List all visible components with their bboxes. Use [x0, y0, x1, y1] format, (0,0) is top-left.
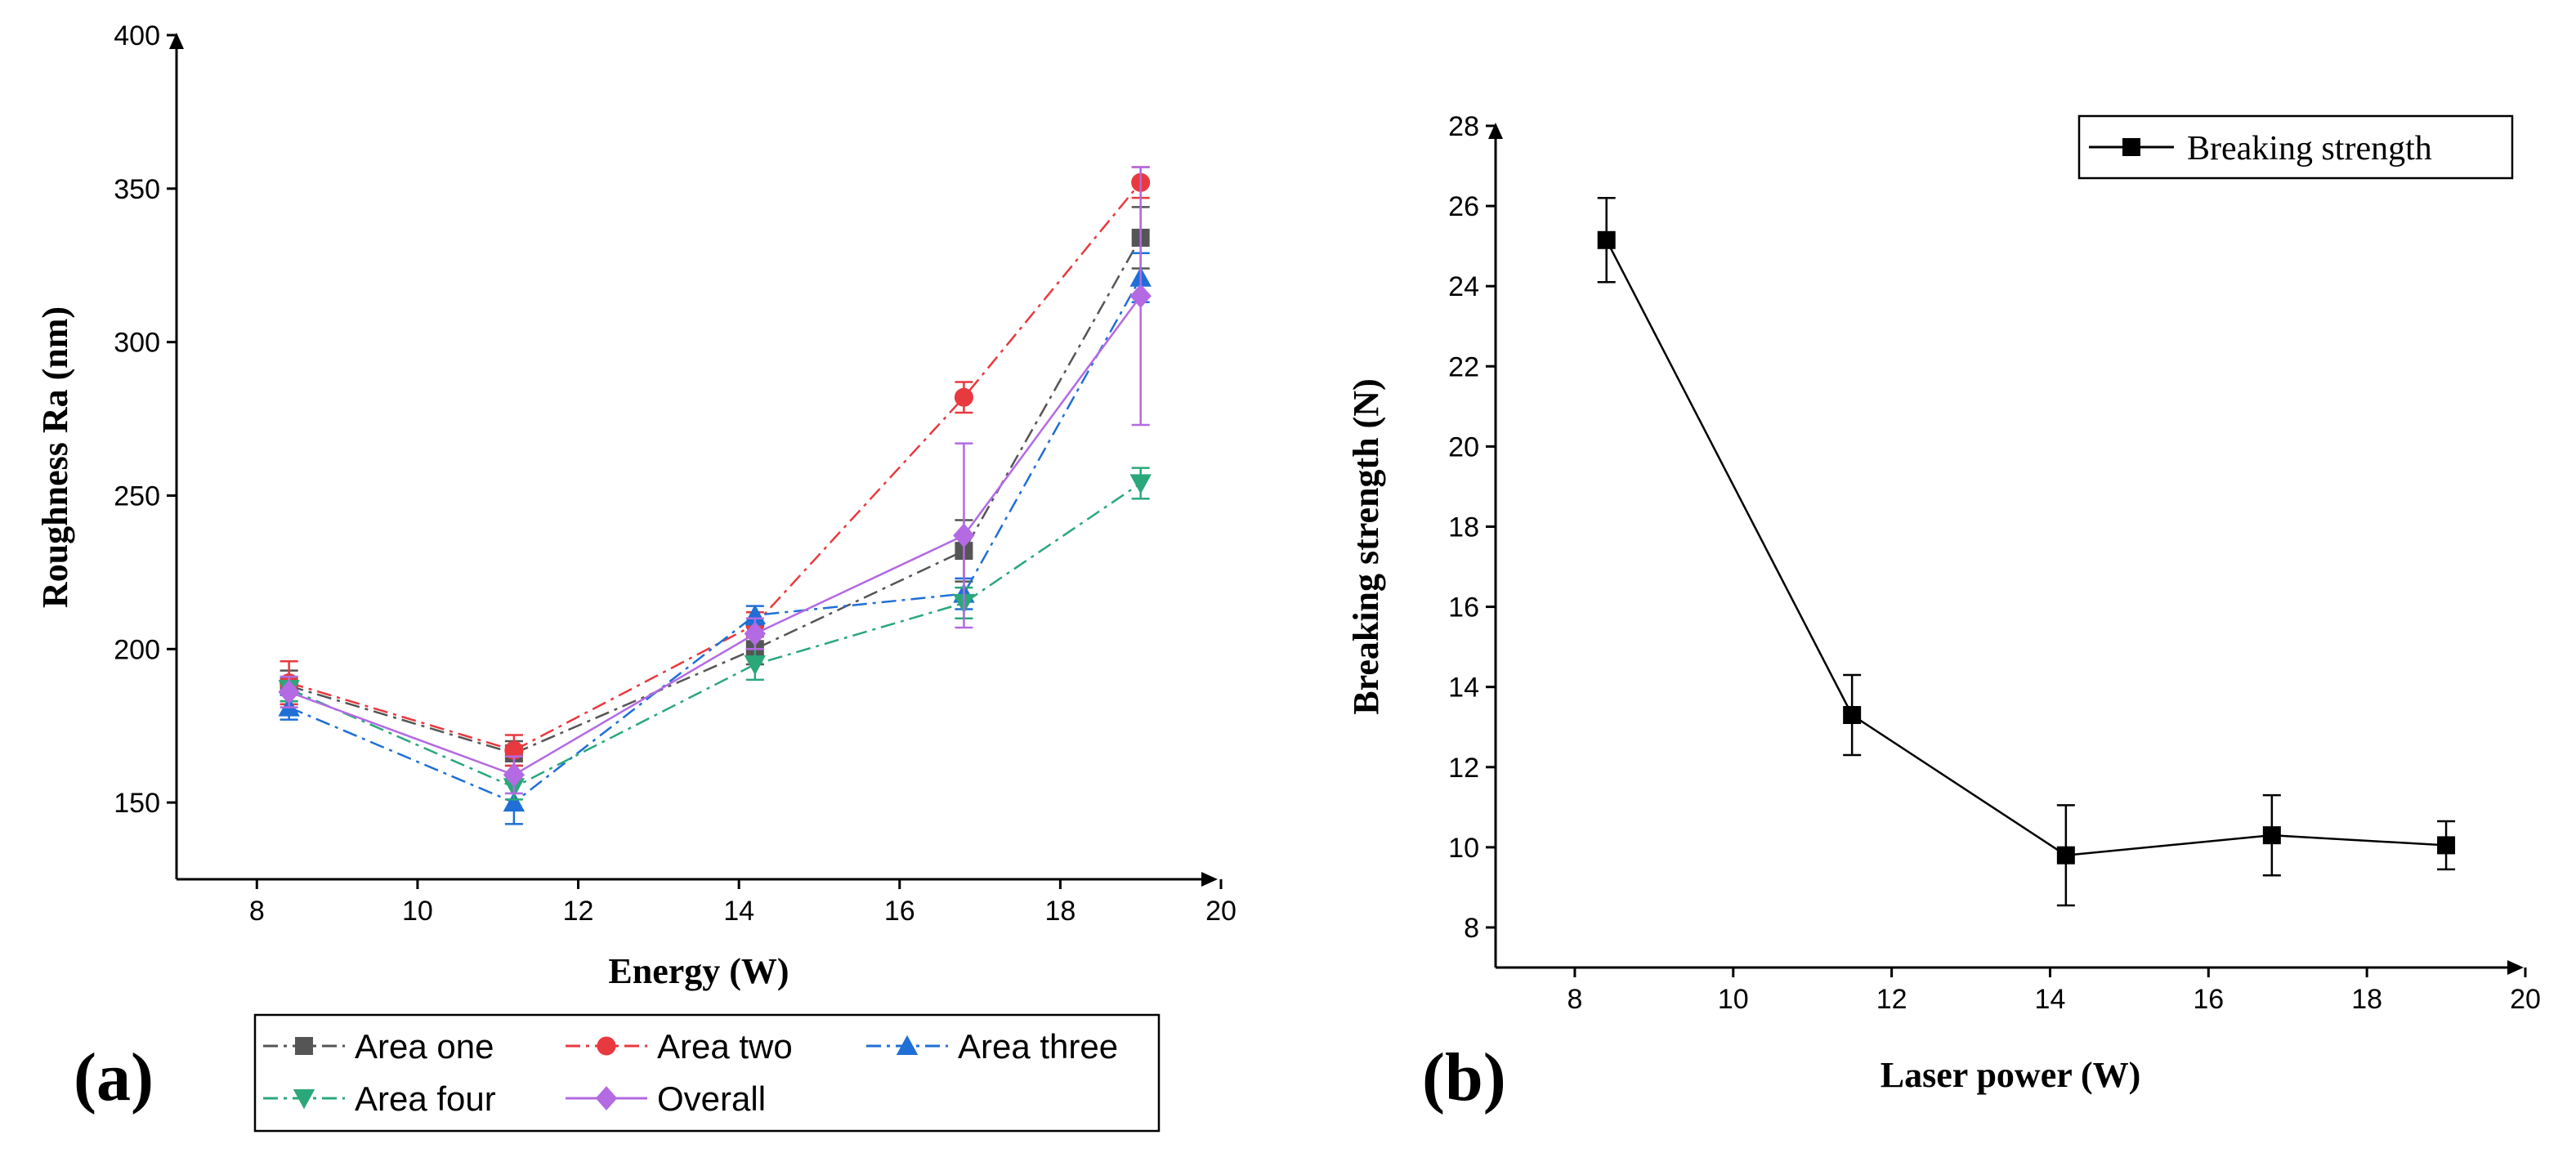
legend-item-area-one: Area one	[263, 1027, 494, 1066]
y-tick-label: 200	[114, 634, 160, 665]
legend-label: Area one	[355, 1027, 494, 1066]
x-tick-label: 14	[723, 896, 754, 927]
data-point	[1843, 706, 1862, 724]
series-area-three	[278, 252, 1152, 825]
panel-label: (a)	[74, 1039, 154, 1115]
chart-panel-b: 8 10 12 14 16 18 20 8 10 12 14 16 18 20 22 24 26 28 Laser …	[1346, 111, 2541, 1115]
x-axis-label: Energy (W)	[608, 951, 789, 991]
y-tick-label: 250	[114, 480, 160, 512]
data-point	[1597, 230, 1616, 249]
data-point	[744, 655, 767, 676]
x-tick-label: 10	[402, 896, 433, 927]
y-tick-label: 18	[1448, 512, 1479, 543]
y-tick-label: 8	[1464, 913, 1479, 944]
chart-panel-a: 8 10 12 14 16 18 20 150 200 250 300 350 400 Energy (W…	[35, 20, 1237, 1133]
x-tick-label: 8	[1567, 984, 1582, 1015]
legend-marker	[896, 1035, 919, 1055]
x-tick-label: 10	[1718, 984, 1749, 1015]
legend-label: Overall	[657, 1079, 766, 1118]
x-tick-label: 18	[1044, 896, 1076, 927]
y-axis-arrow	[169, 33, 184, 49]
legend-marker	[295, 1037, 313, 1055]
data-point	[503, 762, 525, 788]
legend-item-area-two: Area two	[566, 1027, 793, 1066]
series-line	[288, 482, 1142, 789]
x-tick-label: 18	[2351, 984, 2382, 1015]
data-point	[2437, 836, 2456, 855]
y-tick-label: 28	[1448, 111, 1479, 142]
x-axis-arrow	[2507, 960, 2524, 975]
legend-label: Area two	[657, 1027, 793, 1066]
series-line	[288, 237, 1142, 755]
x-axis-arrow	[1201, 872, 1218, 887]
x-tick-label: 16	[2193, 984, 2224, 1015]
y-tick-label: 24	[1448, 271, 1479, 302]
data-point	[278, 680, 300, 704]
y-tick-label: 400	[114, 20, 160, 51]
series-area-two	[280, 166, 1151, 767]
y-tick-label: 14	[1448, 673, 1479, 704]
series-breaking-strength	[1597, 197, 2456, 907]
legend-label: Area three	[958, 1027, 1118, 1066]
legend-item-breaking-strength: Breaking strength	[2089, 130, 2432, 168]
y-tick-label: 350	[114, 174, 160, 205]
x-tick-label: 16	[884, 896, 915, 927]
legend-label: Breaking strength	[2187, 130, 2432, 168]
y-tick-label: 10	[1448, 833, 1479, 864]
series-line	[288, 277, 1142, 804]
legend-marker	[2122, 138, 2140, 156]
data-point	[503, 791, 525, 812]
data-point	[1129, 474, 1152, 494]
data-point	[953, 523, 975, 548]
data-point	[504, 740, 524, 760]
series-overall	[278, 166, 1152, 795]
y-tick-label: 300	[114, 328, 160, 359]
series-line	[1605, 239, 2447, 856]
y-tick-label: 16	[1448, 592, 1479, 623]
y-tick-label: 22	[1448, 351, 1479, 382]
legend-item-area-four: Area four	[263, 1079, 496, 1118]
legend-marker	[595, 1086, 618, 1111]
data-point	[2262, 826, 2281, 845]
data-point	[2056, 846, 2075, 865]
legend-marker	[293, 1089, 315, 1110]
y-tick-label: 12	[1448, 753, 1479, 784]
x-tick-label: 12	[1876, 984, 1907, 1015]
legend-item-area-three: Area three	[866, 1027, 1118, 1066]
data-point	[744, 621, 767, 646]
legend-marker	[597, 1036, 616, 1056]
series-area-four	[278, 467, 1152, 801]
y-tick-label: 150	[114, 788, 160, 819]
panel-label: (b)	[1422, 1039, 1506, 1115]
x-tick-label: 14	[2035, 984, 2066, 1015]
legend-item-overall: Overall	[566, 1079, 766, 1118]
x-tick-label: 20	[2510, 984, 2541, 1015]
series-area-one	[280, 206, 1150, 767]
series-line	[288, 181, 1142, 752]
legend-label: Area four	[355, 1079, 496, 1118]
y-axis-arrow	[1488, 123, 1503, 139]
legend-box	[253, 1013, 1161, 1133]
x-tick-label: 8	[249, 896, 265, 927]
y-axis-label: Roughness Ra (nm)	[35, 306, 75, 608]
data-point	[954, 387, 973, 407]
series-line	[288, 295, 1142, 776]
y-axis-label: Breaking strength (N)	[1346, 378, 1386, 715]
x-tick-label: 20	[1205, 896, 1237, 927]
data-point	[1129, 284, 1152, 309]
y-tick-label: 20	[1448, 431, 1479, 463]
x-tick-label: 12	[563, 896, 594, 927]
y-tick-label: 26	[1448, 191, 1479, 222]
x-axis-label: Laser power (W)	[1881, 1055, 2141, 1095]
